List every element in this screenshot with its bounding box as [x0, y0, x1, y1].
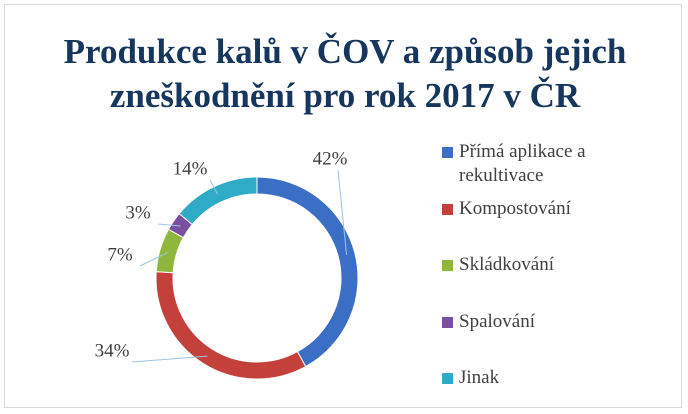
- legend-label: Kompostování: [459, 198, 571, 219]
- legend-swatch: [442, 260, 453, 271]
- leader-line: [157, 223, 181, 227]
- legend-label: Jinak: [459, 367, 500, 388]
- data-label: 34%: [95, 340, 130, 361]
- legend-swatch: [442, 147, 453, 158]
- chart-title: Produkce kalů v ČOV a způsob jejich zneš…: [63, 32, 627, 115]
- legend-item: Skládkování: [442, 253, 619, 277]
- legend-label: Přímá aplikace a rekultivace: [459, 141, 586, 186]
- leader-line: [337, 169, 348, 256]
- data-label: 14%: [173, 158, 208, 179]
- leader-line: [139, 251, 169, 267]
- legend-item: Přímá aplikace a rekultivace: [442, 140, 619, 188]
- legend-item: Jinak: [442, 366, 619, 390]
- legend-label: Spalování: [459, 311, 535, 332]
- data-label: 7%: [107, 244, 133, 265]
- legend-swatch: [442, 373, 453, 384]
- legend-swatch: [442, 204, 453, 215]
- donut-segment: [155, 271, 307, 380]
- leader-line: [209, 179, 219, 195]
- legend-swatch: [442, 317, 453, 328]
- chart-frame: [4, 4, 682, 408]
- donut-segment: [256, 176, 359, 368]
- leader-line: [131, 355, 208, 363]
- data-label: 3%: [125, 202, 151, 223]
- donut-segment: [178, 176, 258, 226]
- legend-item: Kompostování: [442, 197, 619, 221]
- data-label: 42%: [313, 148, 348, 169]
- legend-label: Skládkování: [459, 254, 554, 275]
- legend-item: Spalování: [442, 310, 619, 334]
